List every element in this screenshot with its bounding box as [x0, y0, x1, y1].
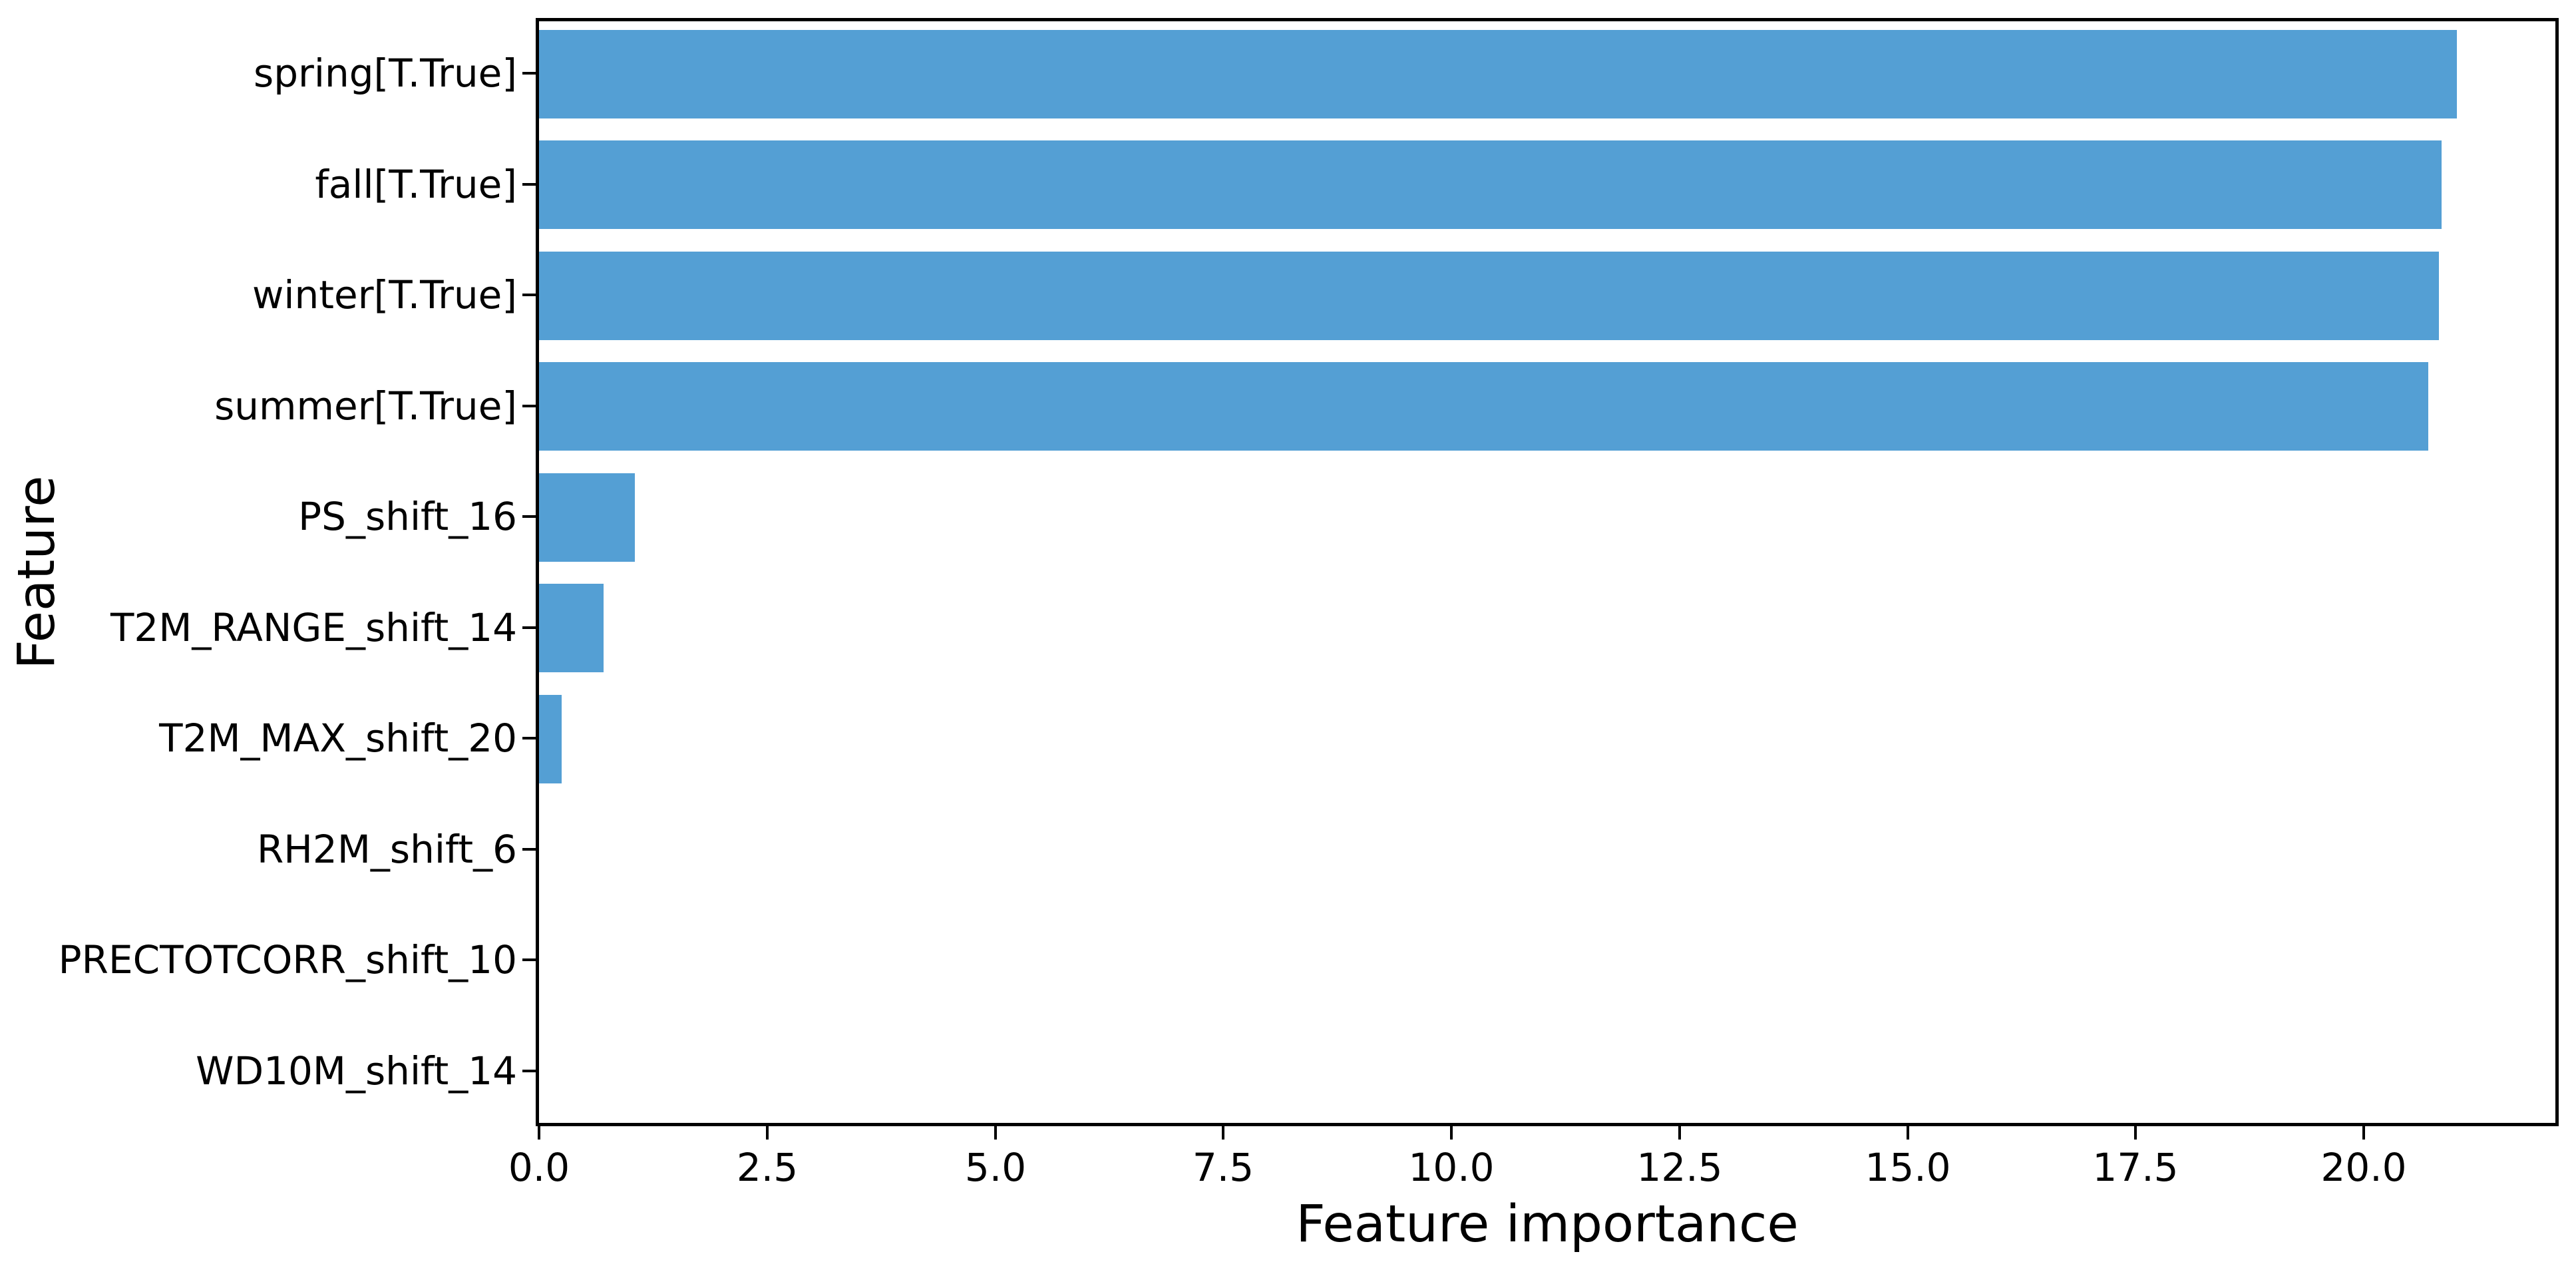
y-tick-label: WD10M_shift_14	[196, 1048, 517, 1094]
x-tick-mark	[2134, 1126, 2137, 1140]
x-tick-label: 2.5	[736, 1145, 799, 1190]
y-tick-mark	[522, 1070, 536, 1072]
x-tick-mark	[1907, 1126, 1909, 1140]
bar-PS_shift_16	[539, 473, 635, 562]
y-tick-mark	[522, 294, 536, 296]
y-tick-label: fall[T.True]	[315, 162, 517, 207]
y-tick-label: PRECTOTCORR_shift_10	[58, 937, 517, 982]
y-tick-mark	[522, 515, 536, 518]
y-tick-mark	[522, 626, 536, 629]
y-tick-label: spring[T.True]	[253, 51, 517, 96]
bar-T2M_MAX_shift_20	[539, 695, 562, 783]
x-tick-mark	[538, 1126, 540, 1140]
x-tick-mark	[1222, 1126, 1224, 1140]
x-tick-label: 12.5	[1636, 1145, 1723, 1190]
x-tick-label: 7.5	[1192, 1145, 1254, 1190]
x-tick-mark	[2362, 1126, 2365, 1140]
y-tick-mark	[522, 405, 536, 407]
x-tick-label: 20.0	[2320, 1145, 2407, 1190]
x-tick-mark	[1678, 1126, 1681, 1140]
x-tick-mark	[766, 1126, 769, 1140]
y-tick-label: RH2M_shift_6	[257, 827, 517, 872]
x-tick-label: 15.0	[1865, 1145, 1951, 1190]
x-tick-label: 5.0	[964, 1145, 1027, 1190]
y-tick-label: T2M_MAX_shift_20	[159, 716, 517, 761]
y-axis-title: Feature	[7, 475, 67, 670]
x-tick-label: 17.5	[2092, 1145, 2179, 1190]
plot-area	[536, 18, 2559, 1126]
y-tick-label: PS_shift_16	[298, 494, 517, 539]
y-tick-label: summer[T.True]	[214, 383, 517, 429]
bar-T2M_RANGE_shift_14	[539, 584, 604, 672]
bar-spring[T.True]	[539, 30, 2457, 118]
y-tick-mark	[522, 737, 536, 739]
y-tick-mark	[522, 958, 536, 961]
y-tick-mark	[522, 183, 536, 186]
x-tick-label: 0.0	[508, 1145, 570, 1190]
bar-summer[T.True]	[539, 362, 2428, 451]
bar-winter[T.True]	[539, 252, 2439, 340]
bar-fall[T.True]	[539, 140, 2442, 229]
y-tick-mark	[522, 72, 536, 75]
x-tick-label: 10.0	[1408, 1145, 1495, 1190]
x-tick-mark	[1450, 1126, 1453, 1140]
y-tick-label: T2M_RANGE_shift_14	[110, 605, 517, 650]
x-axis-title: Feature importance	[1296, 1195, 1799, 1254]
x-tick-mark	[994, 1126, 997, 1140]
y-tick-label: winter[T.True]	[252, 272, 517, 317]
y-tick-mark	[522, 848, 536, 851]
